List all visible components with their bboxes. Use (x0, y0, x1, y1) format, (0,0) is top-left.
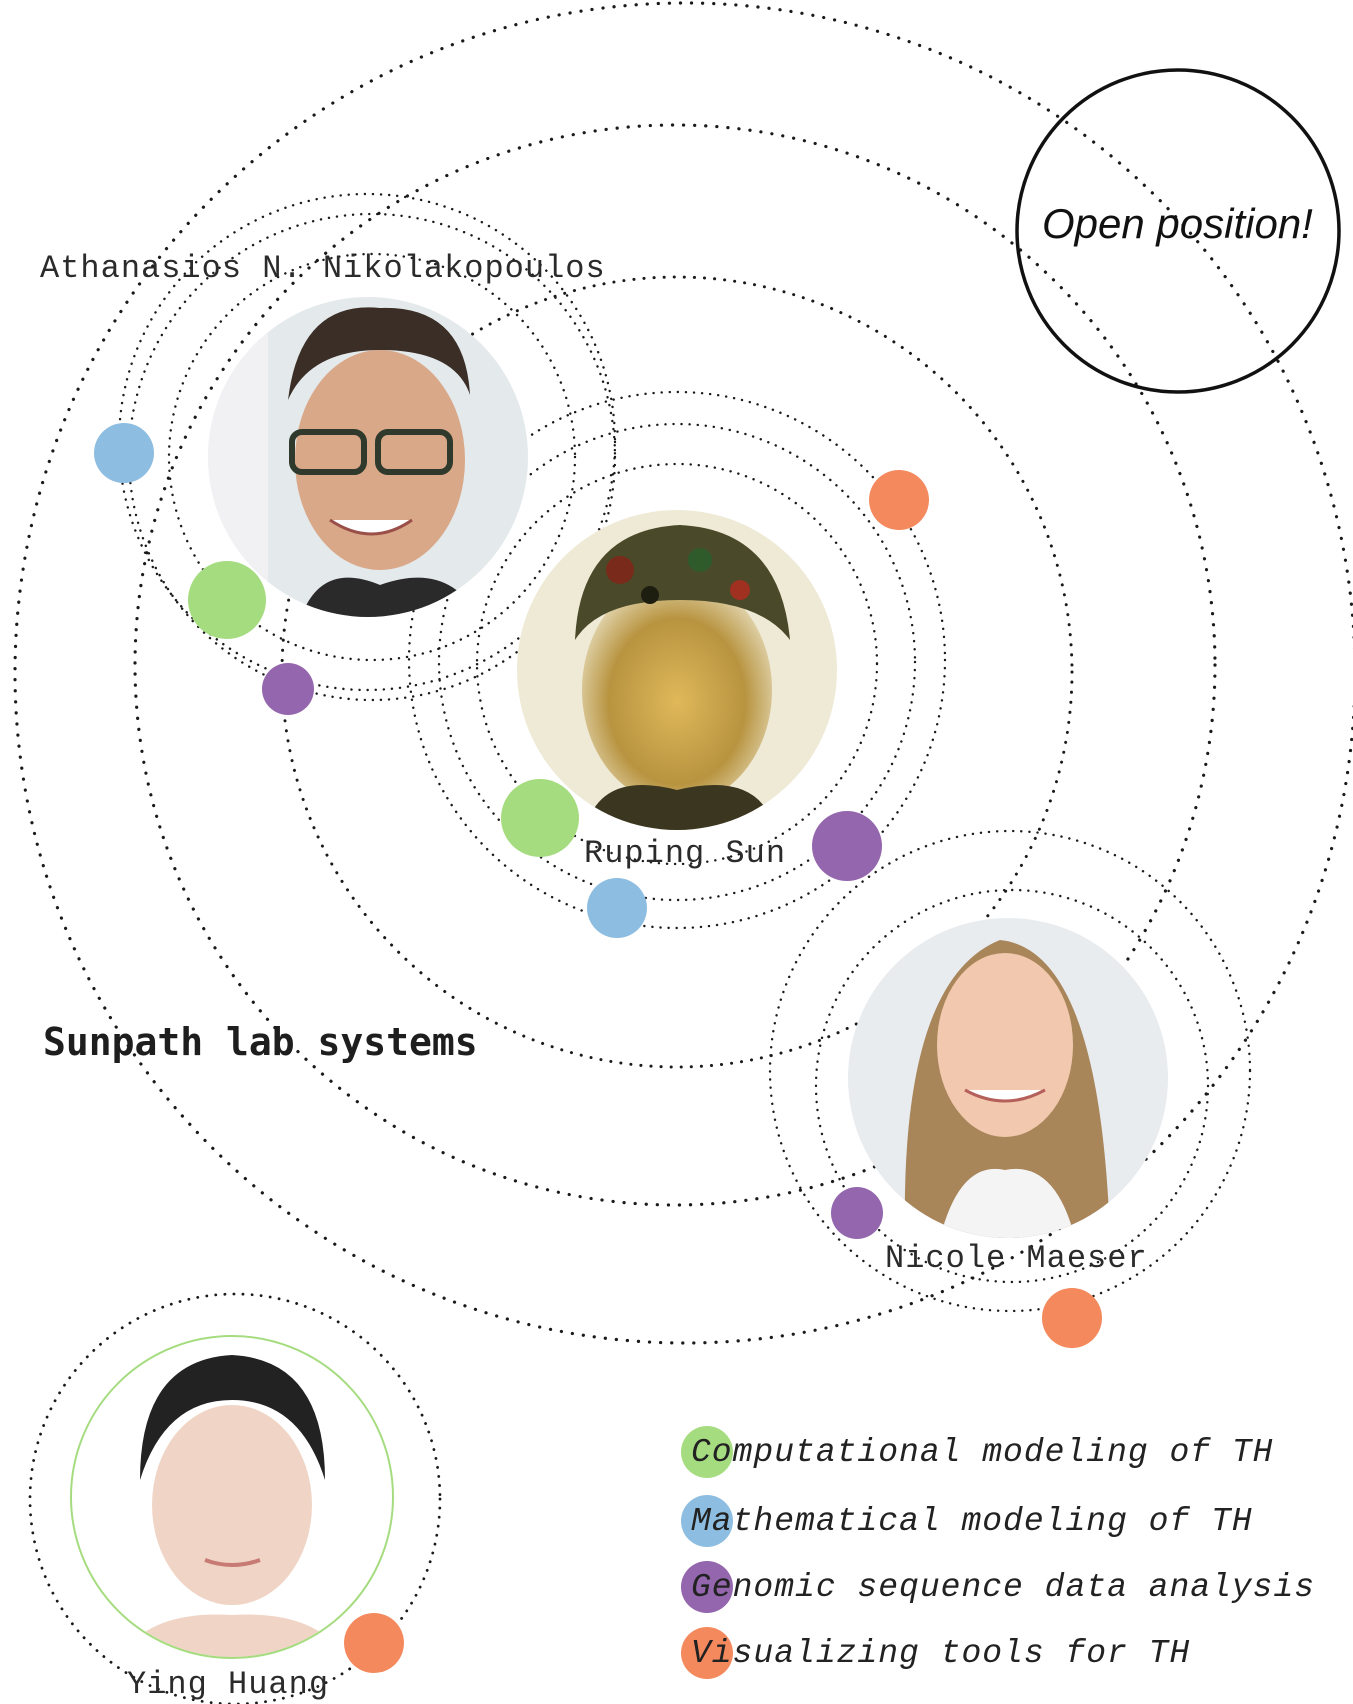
orbit-ring-nicole-1 (814, 888, 1210, 1284)
orbit-ring-ruping-4 (280, 275, 1074, 1069)
member-name-ruping: Ruping Sun (584, 835, 787, 872)
orbit-ring-ruping-2 (437, 422, 917, 902)
portrait-athanasios (208, 297, 528, 617)
orbit-ring-ying (28, 1292, 442, 1704)
dot-visualizing-ruping (869, 470, 929, 530)
dot-computational-ruping (501, 779, 579, 857)
legend-item-computational: Computational modeling of TH (681, 1426, 1274, 1478)
dot-mathematical-ruping (587, 878, 647, 938)
member-name-athanasios: Athanasios N. Nikolakopoulos (40, 250, 606, 287)
member-name-nicole: Nicole Maeser (885, 1240, 1148, 1277)
portrait-ruping (517, 510, 837, 830)
member-name-ying: Ying Huang (127, 1666, 330, 1703)
legend-label: Visualizing tools for TH (691, 1634, 1191, 1672)
orbit-ring-nicole-2 (768, 829, 1252, 1313)
dot-genomic-ruping (812, 811, 882, 881)
dot-computational-athanasios (188, 561, 266, 639)
legend-label: Mathematical modeling of TH (691, 1502, 1253, 1540)
legend-label: Computational modeling of TH (691, 1433, 1274, 1471)
dot-visualizing-nicole (1042, 1288, 1102, 1348)
dot-visualizing-ying (344, 1613, 404, 1673)
orbit-ring-ruping-3 (407, 390, 947, 930)
legend-dot-mathematical (681, 1495, 733, 1547)
portrait-ying (72, 1337, 392, 1657)
legend-item-visualizing: Visualizing tools for TH (681, 1627, 1190, 1679)
open-position-circle (1015, 68, 1341, 394)
legend-dot-computational (681, 1426, 733, 1478)
orbit-ring-mid (133, 123, 1217, 1207)
portrait-nicole (848, 918, 1168, 1238)
portrait-ying-border (70, 1335, 394, 1659)
orbit-ring-athanasios-2 (167, 252, 577, 662)
topic-dots (94, 423, 1102, 1673)
dot-mathematical-athanasios (94, 423, 154, 483)
legend-label: Genomic sequence data analysis (691, 1568, 1316, 1606)
legend-dot-visualizing (681, 1627, 733, 1679)
dot-genomic-nicole (831, 1187, 883, 1239)
orbit-ring-athanasios-3 (127, 212, 617, 702)
diagram-title: Sunpath lab systems (43, 1020, 478, 1064)
dot-genomic-athanasios (262, 663, 314, 715)
legend-dot-genomic (681, 1561, 733, 1613)
legend-item-genomic: Genomic sequence data analysis (681, 1561, 1315, 1613)
orbit-ring-ruping-1 (475, 462, 879, 866)
open-position-label[interactable]: Open position! (1042, 200, 1313, 247)
legend-item-mathematical: Mathematical modeling of TH (681, 1495, 1253, 1547)
